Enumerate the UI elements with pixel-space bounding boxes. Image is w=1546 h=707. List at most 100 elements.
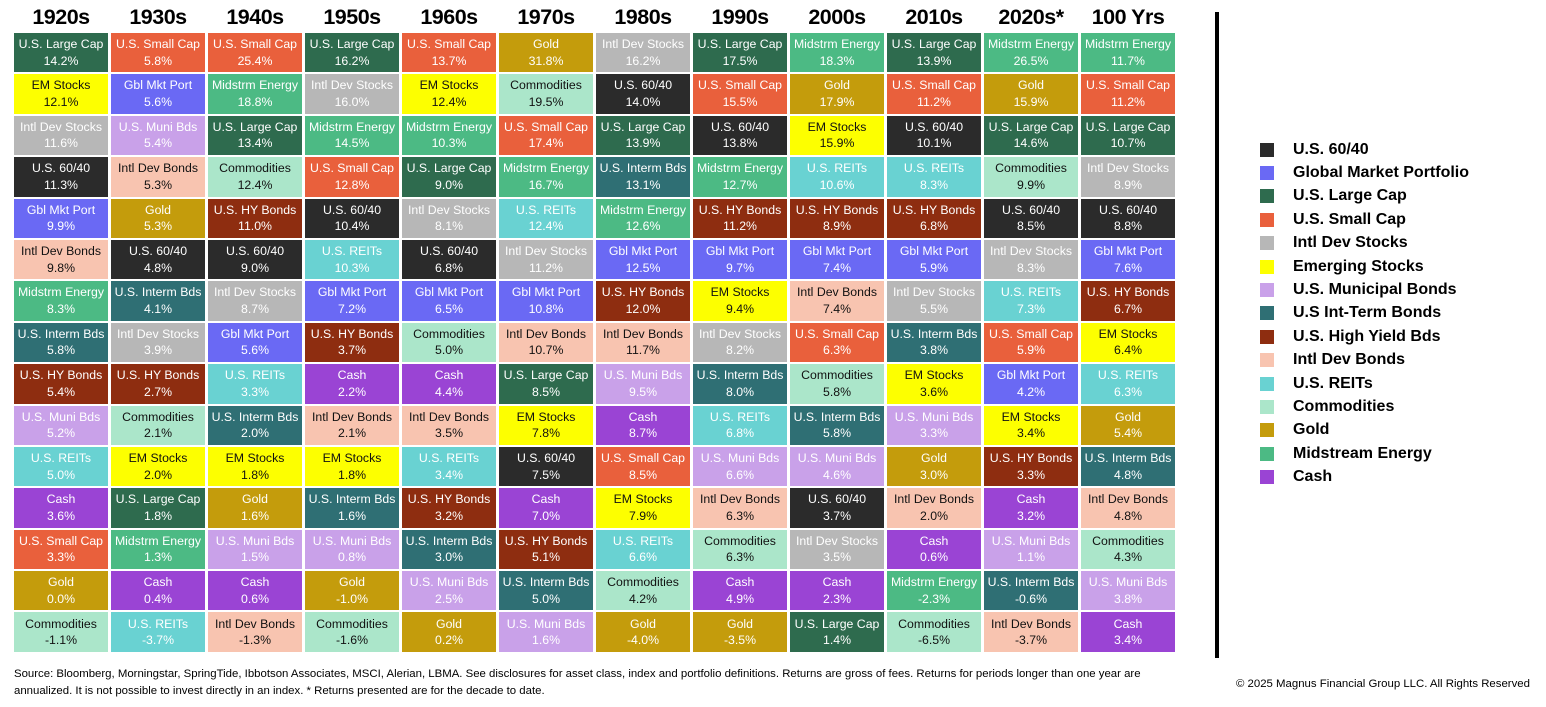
- return-value-label: 2.1%: [143, 426, 173, 441]
- asset-name-label: U.S. HY Bonds: [892, 202, 976, 217]
- legend-color-swatch: [1260, 423, 1274, 438]
- return-cell: Intl Dev Stocks 16.2%: [596, 33, 690, 73]
- return-cell: U.S. Large Cap 8.5%: [499, 364, 593, 404]
- asset-name-label: U.S. Interm Bds: [599, 161, 687, 176]
- asset-name-label: Gold: [824, 78, 850, 93]
- asset-name-label: Cash: [628, 409, 658, 424]
- return-cell: U.S. REITs 10.3%: [305, 239, 399, 280]
- return-cell: U.S. Muni Bds 6.6%: [693, 446, 787, 487]
- return-value-label: 2.5%: [434, 591, 464, 606]
- return-cell: Cash 4.4%: [402, 364, 496, 404]
- return-cell: U.S. Interm Bds -0.6%: [984, 571, 1078, 611]
- asset-name-label: U.S. Interm Bds: [793, 409, 881, 424]
- return-cell: EM Stocks 1.8%: [305, 446, 399, 487]
- return-cell: U.S. Interm Bds 5.8%: [790, 405, 884, 445]
- asset-name-label: U.S. Muni Bds: [1088, 575, 1168, 590]
- return-cell: U.S. HY Bonds 3.3%: [984, 446, 1078, 487]
- return-value-label: 8.2%: [725, 343, 755, 358]
- asset-name-label: U.S. REITs: [224, 368, 286, 383]
- return-cell: EM Stocks 2.0%: [111, 446, 205, 487]
- return-value-label: 6.8%: [434, 260, 464, 275]
- asset-name-label: Gbl Mkt Port: [802, 244, 872, 259]
- legend-item-label: Midstream Energy: [1293, 444, 1432, 462]
- asset-name-label: EM Stocks: [904, 368, 964, 383]
- return-value-label: 7.4%: [822, 260, 852, 275]
- return-cell: Cash 4.9%: [693, 571, 787, 611]
- return-value-label: 4.2%: [628, 591, 658, 606]
- return-cell: U.S. Small Cap 11.2%: [1081, 74, 1175, 114]
- legend-color-swatch: [1260, 283, 1274, 298]
- legend-item-label: Commodities: [1293, 397, 1395, 415]
- return-cell: Commodities 4.2%: [596, 571, 690, 611]
- legend-color-swatch: [1260, 329, 1274, 344]
- legend-item-label: U.S Int-Term Bonds: [1293, 304, 1442, 322]
- asset-name-label: Gold: [48, 575, 74, 590]
- asset-name-label: U.S. REITs: [30, 451, 92, 465]
- return-cell: U.S. REITs 6.8%: [693, 405, 787, 445]
- return-cell: Gbl Mkt Port 9.9%: [14, 198, 108, 238]
- asset-name-label: U.S. REITs: [806, 161, 868, 176]
- return-value-label: -3.7%: [141, 633, 175, 648]
- return-cell: Intl Dev Bonds 2.1%: [305, 405, 399, 445]
- decade-column: 2020s* Midstrm Energy 26.5% Gold 15.9% U.S. L…: [984, 3, 1078, 652]
- legend-color-swatch: [1260, 189, 1274, 204]
- return-cell: Intl Dev Bonds -3.7%: [984, 612, 1078, 652]
- return-value-label: 7.5%: [531, 467, 561, 482]
- return-value-label: -0.6%: [1014, 591, 1048, 606]
- asset-name-label: U.S. Small Cap: [988, 326, 1074, 341]
- return-cell: U.S. HY Bonds 2.7%: [111, 364, 205, 404]
- asset-name-label: U.S. Large Cap: [309, 37, 395, 52]
- asset-name-label: Intl Dev Bonds: [21, 244, 101, 259]
- return-value-label: 6.3%: [822, 343, 852, 358]
- column-header: 1960s: [420, 5, 478, 29]
- return-value-label: 1.1%: [1016, 550, 1046, 565]
- return-cell: Commodities 4.3%: [1081, 529, 1175, 570]
- return-cell: U.S. Small Cap 17.4%: [499, 115, 593, 156]
- asset-name-label: U.S. REITs: [515, 202, 577, 217]
- asset-name-label: Intl Dev Stocks: [1086, 161, 1169, 176]
- return-cell: Cash 2.2%: [305, 364, 399, 404]
- return-value-label: 4.3%: [1113, 550, 1143, 565]
- return-value-label: 1.5%: [240, 550, 270, 565]
- return-value-label: 6.3%: [1113, 384, 1143, 399]
- return-cell: Cash 7.0%: [499, 488, 593, 528]
- return-value-label: 12.6%: [625, 219, 661, 234]
- return-cell: Intl Dev Bonds 5.3%: [111, 157, 205, 197]
- column-cells: U.S. Large Cap 17.5% U.S. Small Cap 15.5% U.…: [693, 33, 787, 652]
- asset-name-label: Cash: [337, 368, 367, 383]
- return-cell: U.S. 60/40 4.8%: [111, 239, 205, 280]
- decade-column: 2000s Midstrm Energy 18.3% Gold 17.9% EM Stoc…: [790, 3, 884, 652]
- return-cell: Gold -4.0%: [596, 612, 690, 652]
- return-value-label: 13.9%: [916, 53, 952, 68]
- return-cell: Midstrm Energy 12.6%: [596, 198, 690, 238]
- return-value-label: 17.4%: [528, 136, 564, 151]
- return-value-label: 15.9%: [1013, 95, 1049, 110]
- return-value-label: 8.5%: [531, 384, 561, 399]
- return-value-label: 14.2%: [43, 53, 79, 68]
- return-cell: Gbl Mkt Port 9.7%: [693, 239, 787, 280]
- asset-name-label: Intl Dev Stocks: [504, 244, 587, 259]
- return-value-label: 11.2%: [1111, 95, 1145, 110]
- return-cell: U.S. Large Cap 1.8%: [111, 488, 205, 528]
- return-value-label: 5.4%: [1113, 426, 1143, 441]
- asset-name-label: U.S. HY Bonds: [407, 492, 491, 507]
- return-cell: U.S. Large Cap 1.4%: [790, 612, 884, 652]
- asset-name-label: U.S. 60/40: [613, 78, 673, 93]
- return-value-label: 3.0%: [919, 467, 949, 482]
- asset-name-label: Cash: [1113, 616, 1143, 631]
- return-value-label: 5.4%: [143, 136, 173, 151]
- asset-name-label: Intl Dev Stocks: [310, 78, 393, 93]
- return-value-label: -1.6%: [335, 633, 369, 648]
- return-value-label: 2.3%: [822, 591, 852, 606]
- asset-name-label: Intl Dev Stocks: [795, 533, 878, 548]
- return-value-label: 13.1%: [625, 177, 661, 192]
- return-value-label: 6.3%: [725, 508, 755, 523]
- return-value-label: 10.8%: [528, 302, 564, 317]
- legend-item-label: Cash: [1293, 468, 1333, 486]
- asset-name-label: Midstrm Energy: [308, 119, 396, 134]
- return-cell: U.S. Large Cap 16.2%: [305, 33, 399, 73]
- return-cell: Midstrm Energy 10.3%: [402, 115, 496, 156]
- column-header: 1990s: [711, 5, 769, 29]
- asset-name-label: U.S. 60/40: [322, 202, 382, 217]
- asset-name-label: U.S. Large Cap: [1085, 119, 1171, 134]
